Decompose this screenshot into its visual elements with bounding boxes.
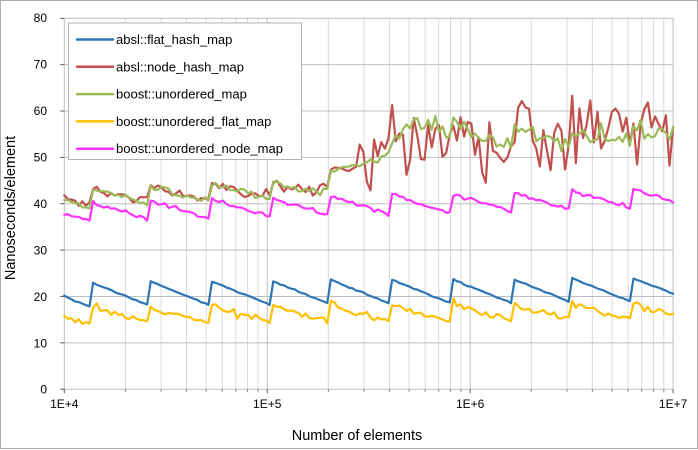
- svg-text:1E+6: 1E+6: [456, 397, 485, 411]
- svg-text:Nanoseconds/element: Nanoseconds/element: [3, 136, 19, 280]
- svg-text:10: 10: [34, 337, 48, 351]
- svg-text:0: 0: [40, 383, 47, 397]
- svg-text:boost::unordered_map: boost::unordered_map: [116, 87, 247, 102]
- svg-text:absl::node_hash_map: absl::node_hash_map: [116, 59, 244, 74]
- svg-text:30: 30: [34, 244, 48, 258]
- svg-text:80: 80: [34, 11, 48, 25]
- svg-text:1E+7: 1E+7: [659, 397, 688, 411]
- svg-text:20: 20: [34, 290, 48, 304]
- svg-text:absl::flat_hash_map: absl::flat_hash_map: [116, 32, 232, 47]
- svg-text:boost::unordered_flat_map: boost::unordered_flat_map: [116, 114, 271, 129]
- svg-text:50: 50: [34, 151, 48, 165]
- svg-text:40: 40: [34, 197, 48, 211]
- svg-text:1E+5: 1E+5: [253, 397, 282, 411]
- svg-text:60: 60: [34, 104, 48, 118]
- svg-text:70: 70: [34, 58, 48, 72]
- svg-text:boost::unordered_node_map: boost::unordered_node_map: [116, 141, 283, 156]
- svg-text:1E+4: 1E+4: [50, 397, 79, 411]
- svg-text:Number of elements: Number of elements: [292, 428, 423, 444]
